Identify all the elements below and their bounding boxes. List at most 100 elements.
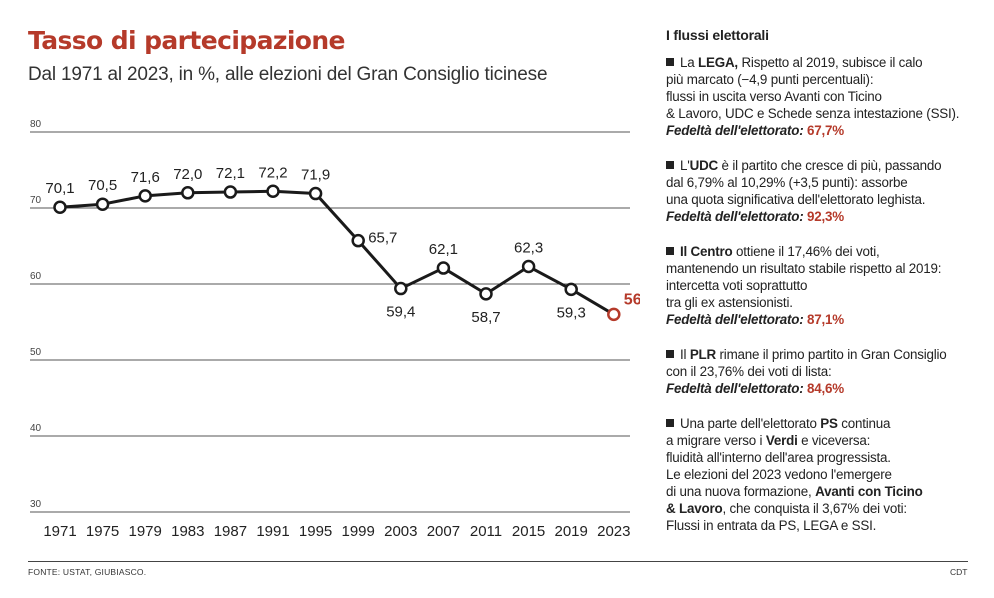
flow-text: fluidità all'interno dell'area progressi… bbox=[666, 450, 891, 465]
x-tick-label: 1999 bbox=[342, 523, 375, 540]
data-label: 56,0 bbox=[624, 291, 640, 308]
x-tick-label: 1991 bbox=[256, 523, 289, 540]
y-tick-label: 70 bbox=[30, 195, 42, 206]
flow-text: Flussi in entrata da PS, LEGA e SSI. bbox=[666, 518, 877, 533]
data-point bbox=[394, 281, 408, 296]
y-tick-label: 80 bbox=[30, 119, 42, 130]
y-tick-label: 40 bbox=[30, 423, 42, 434]
loyalty-value: 87,1% bbox=[807, 312, 845, 327]
data-label: 65,7 bbox=[368, 230, 397, 247]
data-point bbox=[138, 189, 152, 203]
party-name: PLR bbox=[689, 347, 717, 362]
bullet-square-icon bbox=[666, 161, 674, 169]
flow-text: una quota significativa dell'elettorato … bbox=[666, 192, 926, 207]
bullet-square-icon bbox=[666, 247, 674, 255]
data-label: 70,5 bbox=[88, 177, 117, 194]
loyalty-label: Fedeltà dell'elettorato: bbox=[666, 381, 808, 396]
flow-text-line: a migrare verso i Verdi e viceversa: bbox=[666, 432, 978, 449]
sidebar-title: I flussi elettorali bbox=[666, 27, 769, 43]
party-name: LEGA, bbox=[698, 55, 738, 70]
x-tick-label: 1971 bbox=[43, 523, 76, 540]
loyalty-line: Fedeltà dell'elettorato: 87,1% bbox=[666, 311, 978, 328]
y-tick-label: 30 bbox=[30, 499, 42, 510]
x-tick-label: 2011 bbox=[470, 523, 502, 540]
flow-text: Rispetto al 2019, subisce il calo bbox=[737, 55, 923, 70]
flow-text-line: mantenendo un risultato stabile rispetto… bbox=[666, 260, 978, 277]
loyalty-value: 92,3% bbox=[807, 209, 845, 224]
flow-text-line: fluidità all'interno dell'area progressi… bbox=[666, 449, 978, 466]
flow-text: e viceversa: bbox=[797, 433, 871, 448]
flow-text-line: con il 23,76% dei voti di lista: bbox=[666, 363, 978, 380]
x-tick-label: 2003 bbox=[384, 523, 417, 540]
x-tick-label: 2023 bbox=[597, 523, 630, 540]
data-label: 72,1 bbox=[216, 165, 245, 182]
flow-text-line: Il Centro ottiene il 17,46% dei voti, bbox=[666, 243, 978, 260]
data-point bbox=[564, 282, 578, 297]
loyalty-label: Fedeltà dell'elettorato: bbox=[666, 209, 808, 224]
data-label: 62,3 bbox=[514, 240, 543, 257]
flow-text: più marcato (−4,9 punti percentuali): bbox=[666, 72, 874, 87]
flow-text: , che conquista il 3,67% dei voti: bbox=[722, 501, 907, 516]
flow-text-line: Le elezioni del 2023 vedono l'emergere bbox=[666, 466, 978, 483]
chart-title: Tasso di partecipazione bbox=[28, 26, 346, 55]
source-note: FONTE: USTAT, GIUBIASCO. bbox=[28, 567, 147, 577]
flow-text-line: tra gli ex astensionisti. bbox=[666, 294, 978, 311]
series-line bbox=[59, 189, 615, 316]
x-tick-label: 2019 bbox=[555, 523, 588, 540]
flow-text: mantenendo un risultato stabile rispetto… bbox=[666, 261, 942, 276]
loyalty-value: 67,7% bbox=[807, 123, 845, 138]
flow-text-line: & Lavoro, UDC e Schede senza intestazion… bbox=[666, 105, 978, 122]
data-point bbox=[223, 185, 238, 199]
y-tick-label: 50 bbox=[30, 347, 42, 358]
flow-text: tra gli ex astensionisti. bbox=[666, 295, 793, 310]
data-label: 59,4 bbox=[386, 304, 415, 321]
x-tick-label: 1995 bbox=[299, 523, 332, 540]
flow-text-line: Una parte dell'elettorato PS continua bbox=[666, 415, 978, 432]
loyalty-line: Fedeltà dell'elettorato: 67,7% bbox=[666, 122, 978, 139]
data-label: 72,0 bbox=[173, 166, 202, 183]
flow-text-line: Il PLR rimane il primo partito in Gran C… bbox=[666, 346, 978, 363]
flow-text: flussi in uscita verso Avanti con Ticino bbox=[666, 89, 882, 104]
flow-text: intercetta voti soprattutto bbox=[666, 278, 808, 293]
bullet-square-icon bbox=[666, 58, 674, 66]
flow-text: continua bbox=[837, 416, 891, 431]
flow-text: rimane il primo partito in Gran Consigli… bbox=[716, 347, 947, 362]
data-point bbox=[308, 186, 323, 201]
flow-text-line: & Lavoro, che conquista il 3,67% dei vot… bbox=[666, 500, 978, 517]
flow-text-line: più marcato (−4,9 punti percentuali): bbox=[666, 71, 978, 88]
data-label: 62,1 bbox=[429, 241, 458, 258]
data-label: 71,6 bbox=[131, 169, 160, 186]
flow-text-line: flussi in uscita verso Avanti con Ticino bbox=[666, 88, 978, 105]
data-label: 72,2 bbox=[258, 164, 287, 181]
flow-item: La LEGA, Rispetto al 2019, subisce il ca… bbox=[666, 54, 978, 139]
party-name: PS bbox=[820, 416, 838, 431]
loyalty-label: Fedeltà dell'elettorato: bbox=[666, 123, 808, 138]
x-tick-label: 1979 bbox=[129, 523, 162, 540]
loyalty-label: Fedeltà dell'elettorato: bbox=[666, 312, 808, 327]
flow-text-line: Flussi in entrata da PS, LEGA e SSI. bbox=[666, 517, 978, 534]
data-point bbox=[351, 233, 365, 248]
loyalty-line: Fedeltà dell'elettorato: 92,3% bbox=[666, 208, 978, 225]
loyalty-line: Fedeltà dell'elettorato: 84,6% bbox=[666, 380, 978, 397]
data-point bbox=[53, 200, 67, 214]
party-name: Avanti con Ticino bbox=[815, 484, 923, 499]
footer-divider bbox=[28, 561, 968, 562]
flow-item: Il Centro ottiene il 17,46% dei voti, man… bbox=[666, 243, 978, 328]
sidebar: I flussi elettorali La LEGA, Rispetto al… bbox=[666, 27, 978, 552]
x-tick-label: 1983 bbox=[171, 523, 204, 540]
data-point bbox=[607, 307, 621, 322]
flow-text: Una parte dell'elettorato bbox=[680, 416, 821, 431]
x-tick-label: 2007 bbox=[427, 523, 460, 540]
flow-item: L'UDC è il partito che cresce di più, pa… bbox=[666, 157, 978, 225]
flow-text-line: una quota significativa dell'elettorato … bbox=[666, 191, 978, 208]
line-chart: 30 40 50 60 70 80 70,1 1971 70,5 1975 71,6 1979 72,0… bbox=[30, 119, 640, 540]
flow-text-line: intercetta voti soprattutto bbox=[666, 277, 978, 294]
data-label: 71,9 bbox=[301, 167, 330, 184]
flow-text: ottiene il 17,46% dei voti, bbox=[732, 244, 880, 259]
flow-text: Il bbox=[680, 347, 690, 362]
x-tick-label: 2015 bbox=[512, 523, 545, 540]
flow-text: L' bbox=[680, 158, 690, 173]
x-tick-label: 1975 bbox=[86, 523, 119, 540]
data-point bbox=[95, 197, 110, 211]
data-point bbox=[521, 259, 536, 274]
